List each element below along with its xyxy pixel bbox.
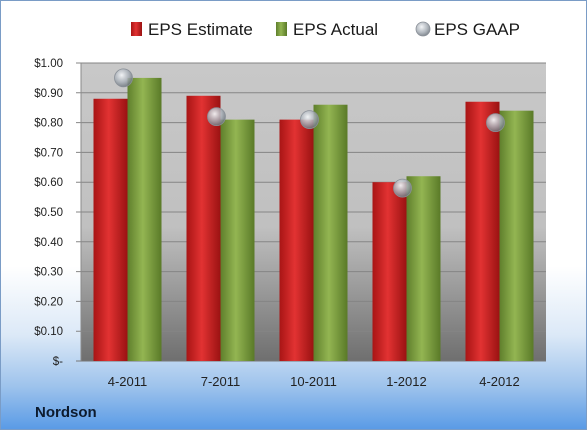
legend-label: EPS GAAP — [434, 20, 520, 39]
eps-estimate-bar — [186, 95, 221, 361]
eps-gaap-marker — [393, 178, 412, 198]
x-tick-label: 4-2012 — [479, 374, 519, 389]
y-tick-label: $- — [53, 356, 63, 368]
legend-swatch — [131, 22, 142, 36]
eps-actual-bar — [406, 176, 441, 361]
y-tick-label: $0.80 — [34, 118, 63, 130]
y-tick-label: $0.20 — [34, 296, 63, 308]
legend-swatch — [276, 22, 287, 36]
legend-swatch — [415, 21, 431, 37]
eps-actual-bar — [499, 110, 534, 362]
eps-actual-bar — [127, 77, 162, 362]
legend-label: EPS Actual — [293, 20, 378, 39]
eps-actual-bar — [313, 104, 348, 361]
eps-estimate-bar — [465, 101, 500, 362]
eps-estimate-bar — [279, 119, 314, 362]
eps-gaap-marker — [114, 68, 133, 88]
company-name: Nordson — [35, 404, 97, 421]
y-tick-label: $0.90 — [34, 88, 63, 100]
x-tick-label: 1-2012 — [386, 374, 426, 389]
legend-label: EPS Estimate — [148, 20, 253, 39]
eps-estimate-bar — [372, 182, 407, 361]
y-tick-label: $0.10 — [34, 326, 63, 338]
eps-estimate-bar — [93, 98, 128, 361]
eps-gaap-marker — [207, 107, 226, 127]
x-tick-label: 7-2011 — [201, 374, 241, 389]
y-tick-label: $0.40 — [34, 237, 63, 249]
x-tick-label: 10-2011 — [290, 374, 337, 389]
eps-gaap-marker — [300, 110, 319, 130]
x-tick-label: 4-2011 — [108, 374, 148, 389]
y-tick-label: $1.00 — [34, 58, 63, 70]
eps-gaap-marker — [486, 113, 505, 132]
y-tick-label: $0.60 — [34, 177, 63, 189]
eps-actual-bar — [220, 119, 255, 362]
y-tick-label: $0.50 — [34, 207, 63, 219]
y-tick-label: $0.70 — [34, 147, 63, 159]
y-tick-label: $0.30 — [34, 267, 63, 279]
